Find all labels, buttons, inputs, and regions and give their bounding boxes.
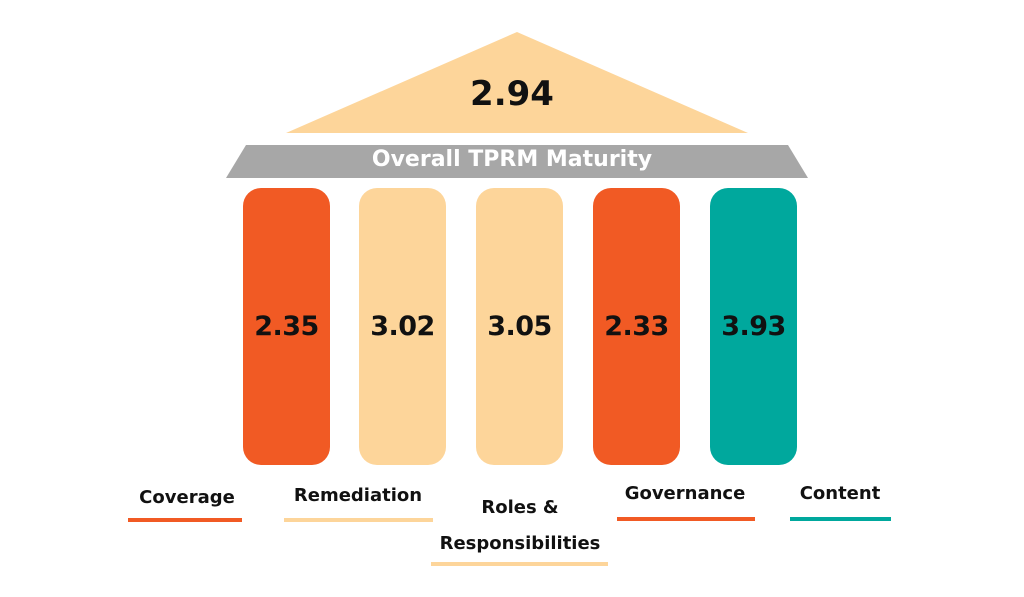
underline-remediation [284,518,433,522]
label-content: Content [799,483,881,504]
roof-beam [226,145,808,178]
overall-maturity-value: 2.94 [470,74,554,114]
pillar-value: 2.35 [254,311,319,342]
label-responsibilities: Responsibilities [439,533,601,554]
label-remediation: Remediation [293,485,423,506]
overall-maturity-label: Overall TPRM Maturity [371,147,653,172]
label-coverage: Coverage [139,487,235,508]
pillar-value: 3.05 [487,311,552,342]
roof-triangle [286,32,748,133]
pillar-value: 2.33 [604,311,669,342]
underline-roles-responsibilities [431,562,608,566]
pillar-roles-responsibilities: 3.05 [476,188,563,465]
pillar-value: 3.02 [370,311,435,342]
underline-governance [617,517,755,521]
pillar-remediation: 3.02 [359,188,446,465]
label-governance: Governance [624,483,746,504]
underline-coverage [128,518,242,522]
pillar-content: 3.93 [710,188,797,465]
roof-graphic [226,32,808,178]
label-roles: Roles & [481,497,559,518]
pillar-governance: 2.33 [593,188,680,465]
pillar-coverage: 2.35 [243,188,330,465]
pillar-value: 3.93 [721,311,786,342]
underline-content [790,517,891,521]
